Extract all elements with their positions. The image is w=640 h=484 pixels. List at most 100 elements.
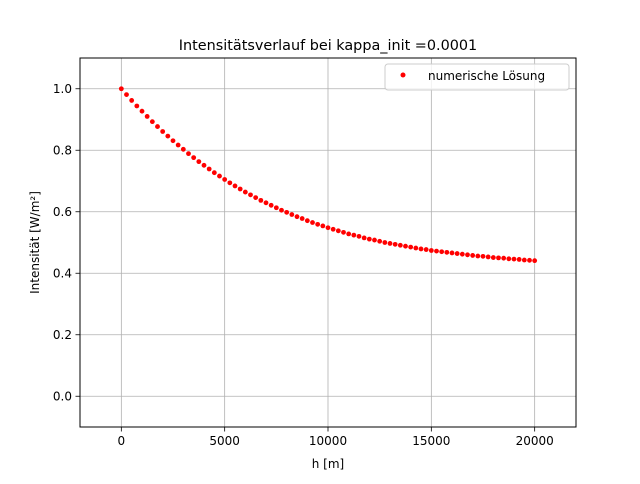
data-point — [186, 151, 191, 157]
data-point — [315, 221, 321, 227]
data-point — [242, 189, 248, 195]
data-point — [377, 238, 383, 244]
data-point — [310, 220, 315, 225]
data-point — [139, 108, 145, 114]
data-point — [403, 243, 408, 249]
chart-title: Intensitätsverlauf bei kappa_init =0.000… — [179, 38, 477, 54]
data-point — [521, 257, 527, 263]
data-point — [160, 129, 166, 134]
data-point — [397, 242, 403, 248]
legend-box — [384, 63, 570, 91]
data-point — [196, 159, 202, 165]
data-point — [501, 255, 507, 261]
data-point — [428, 248, 434, 253]
data-point — [511, 256, 517, 262]
data-point — [217, 173, 222, 179]
data-point — [304, 218, 310, 224]
data-point — [439, 249, 445, 255]
data-point — [330, 226, 336, 232]
data-point — [361, 235, 367, 241]
data-point — [454, 251, 460, 256]
data-point — [459, 251, 465, 257]
data-point — [418, 246, 424, 252]
data-point — [341, 229, 346, 235]
y-axis-label: Intensität [W/m²] — [28, 191, 42, 294]
data-point — [444, 249, 450, 255]
data-point — [211, 170, 217, 176]
data-point — [279, 207, 284, 213]
data-point — [149, 119, 155, 125]
data-point — [382, 240, 388, 245]
data-point — [129, 98, 135, 103]
data-point — [356, 233, 362, 239]
data-point — [413, 245, 419, 251]
data-point — [496, 255, 501, 261]
x-tick-label: 0 — [118, 434, 126, 448]
data-point — [206, 166, 212, 172]
legend: numerische Lösung — [384, 63, 570, 91]
data-point — [506, 256, 512, 262]
data-point — [289, 212, 295, 217]
data-point — [258, 197, 264, 203]
data-point — [485, 254, 491, 260]
y-tick-label: 0.0 — [53, 390, 72, 404]
x-tick-label: 5000 — [209, 434, 240, 448]
x-tick-label: 15000 — [412, 434, 450, 448]
data-point — [480, 253, 486, 259]
data-point — [237, 186, 243, 192]
data-point — [392, 241, 398, 247]
data-point — [335, 228, 341, 234]
data-point — [284, 209, 290, 215]
data-point — [165, 133, 171, 139]
y-tick-label: 1.0 — [53, 82, 72, 96]
data-point — [423, 247, 429, 252]
data-point — [263, 200, 269, 206]
y-tick-label: 0.8 — [53, 144, 72, 158]
data-point — [470, 253, 476, 258]
data-point — [155, 124, 160, 129]
data-point — [516, 257, 522, 262]
data-point — [248, 192, 253, 198]
data-point — [346, 231, 352, 237]
data-point — [222, 177, 228, 182]
data-point — [294, 214, 300, 220]
data-point — [268, 202, 274, 208]
data-point — [366, 236, 372, 242]
data-point — [201, 162, 207, 168]
data-point — [180, 146, 186, 152]
legend-marker — [400, 72, 406, 78]
data-point — [490, 255, 496, 260]
data-point — [191, 155, 197, 161]
y-tick-label: 0.6 — [53, 205, 72, 219]
x-tick-label: 10000 — [309, 434, 347, 448]
data-point — [175, 142, 181, 148]
data-point — [465, 252, 470, 258]
data-point — [273, 205, 279, 211]
data-point — [299, 216, 305, 221]
data-point — [253, 195, 259, 201]
y-axis-ticks: 0.0 0.2 0.4 0.6 0.8 1.0 — [53, 82, 80, 404]
y-tick-label: 0.4 — [53, 267, 72, 281]
data-point — [527, 257, 532, 263]
data-point — [475, 253, 481, 259]
data-point — [232, 183, 238, 189]
data-point — [408, 244, 414, 250]
data-point — [170, 138, 176, 144]
data-point — [227, 180, 233, 186]
legend-label: numerische Lösung — [428, 69, 545, 83]
data-point — [325, 225, 331, 231]
data-point — [372, 237, 377, 243]
x-axis-label: h [m] — [312, 457, 344, 471]
data-points — [118, 86, 538, 264]
data-point — [124, 92, 129, 97]
data-point — [351, 232, 357, 238]
x-tick-label: 20000 — [516, 434, 554, 448]
data-point — [144, 114, 150, 119]
data-point — [434, 248, 439, 254]
data-point — [449, 250, 455, 256]
data-point — [320, 223, 326, 229]
data-point — [387, 241, 393, 246]
y-tick-label: 0.2 — [53, 328, 72, 342]
